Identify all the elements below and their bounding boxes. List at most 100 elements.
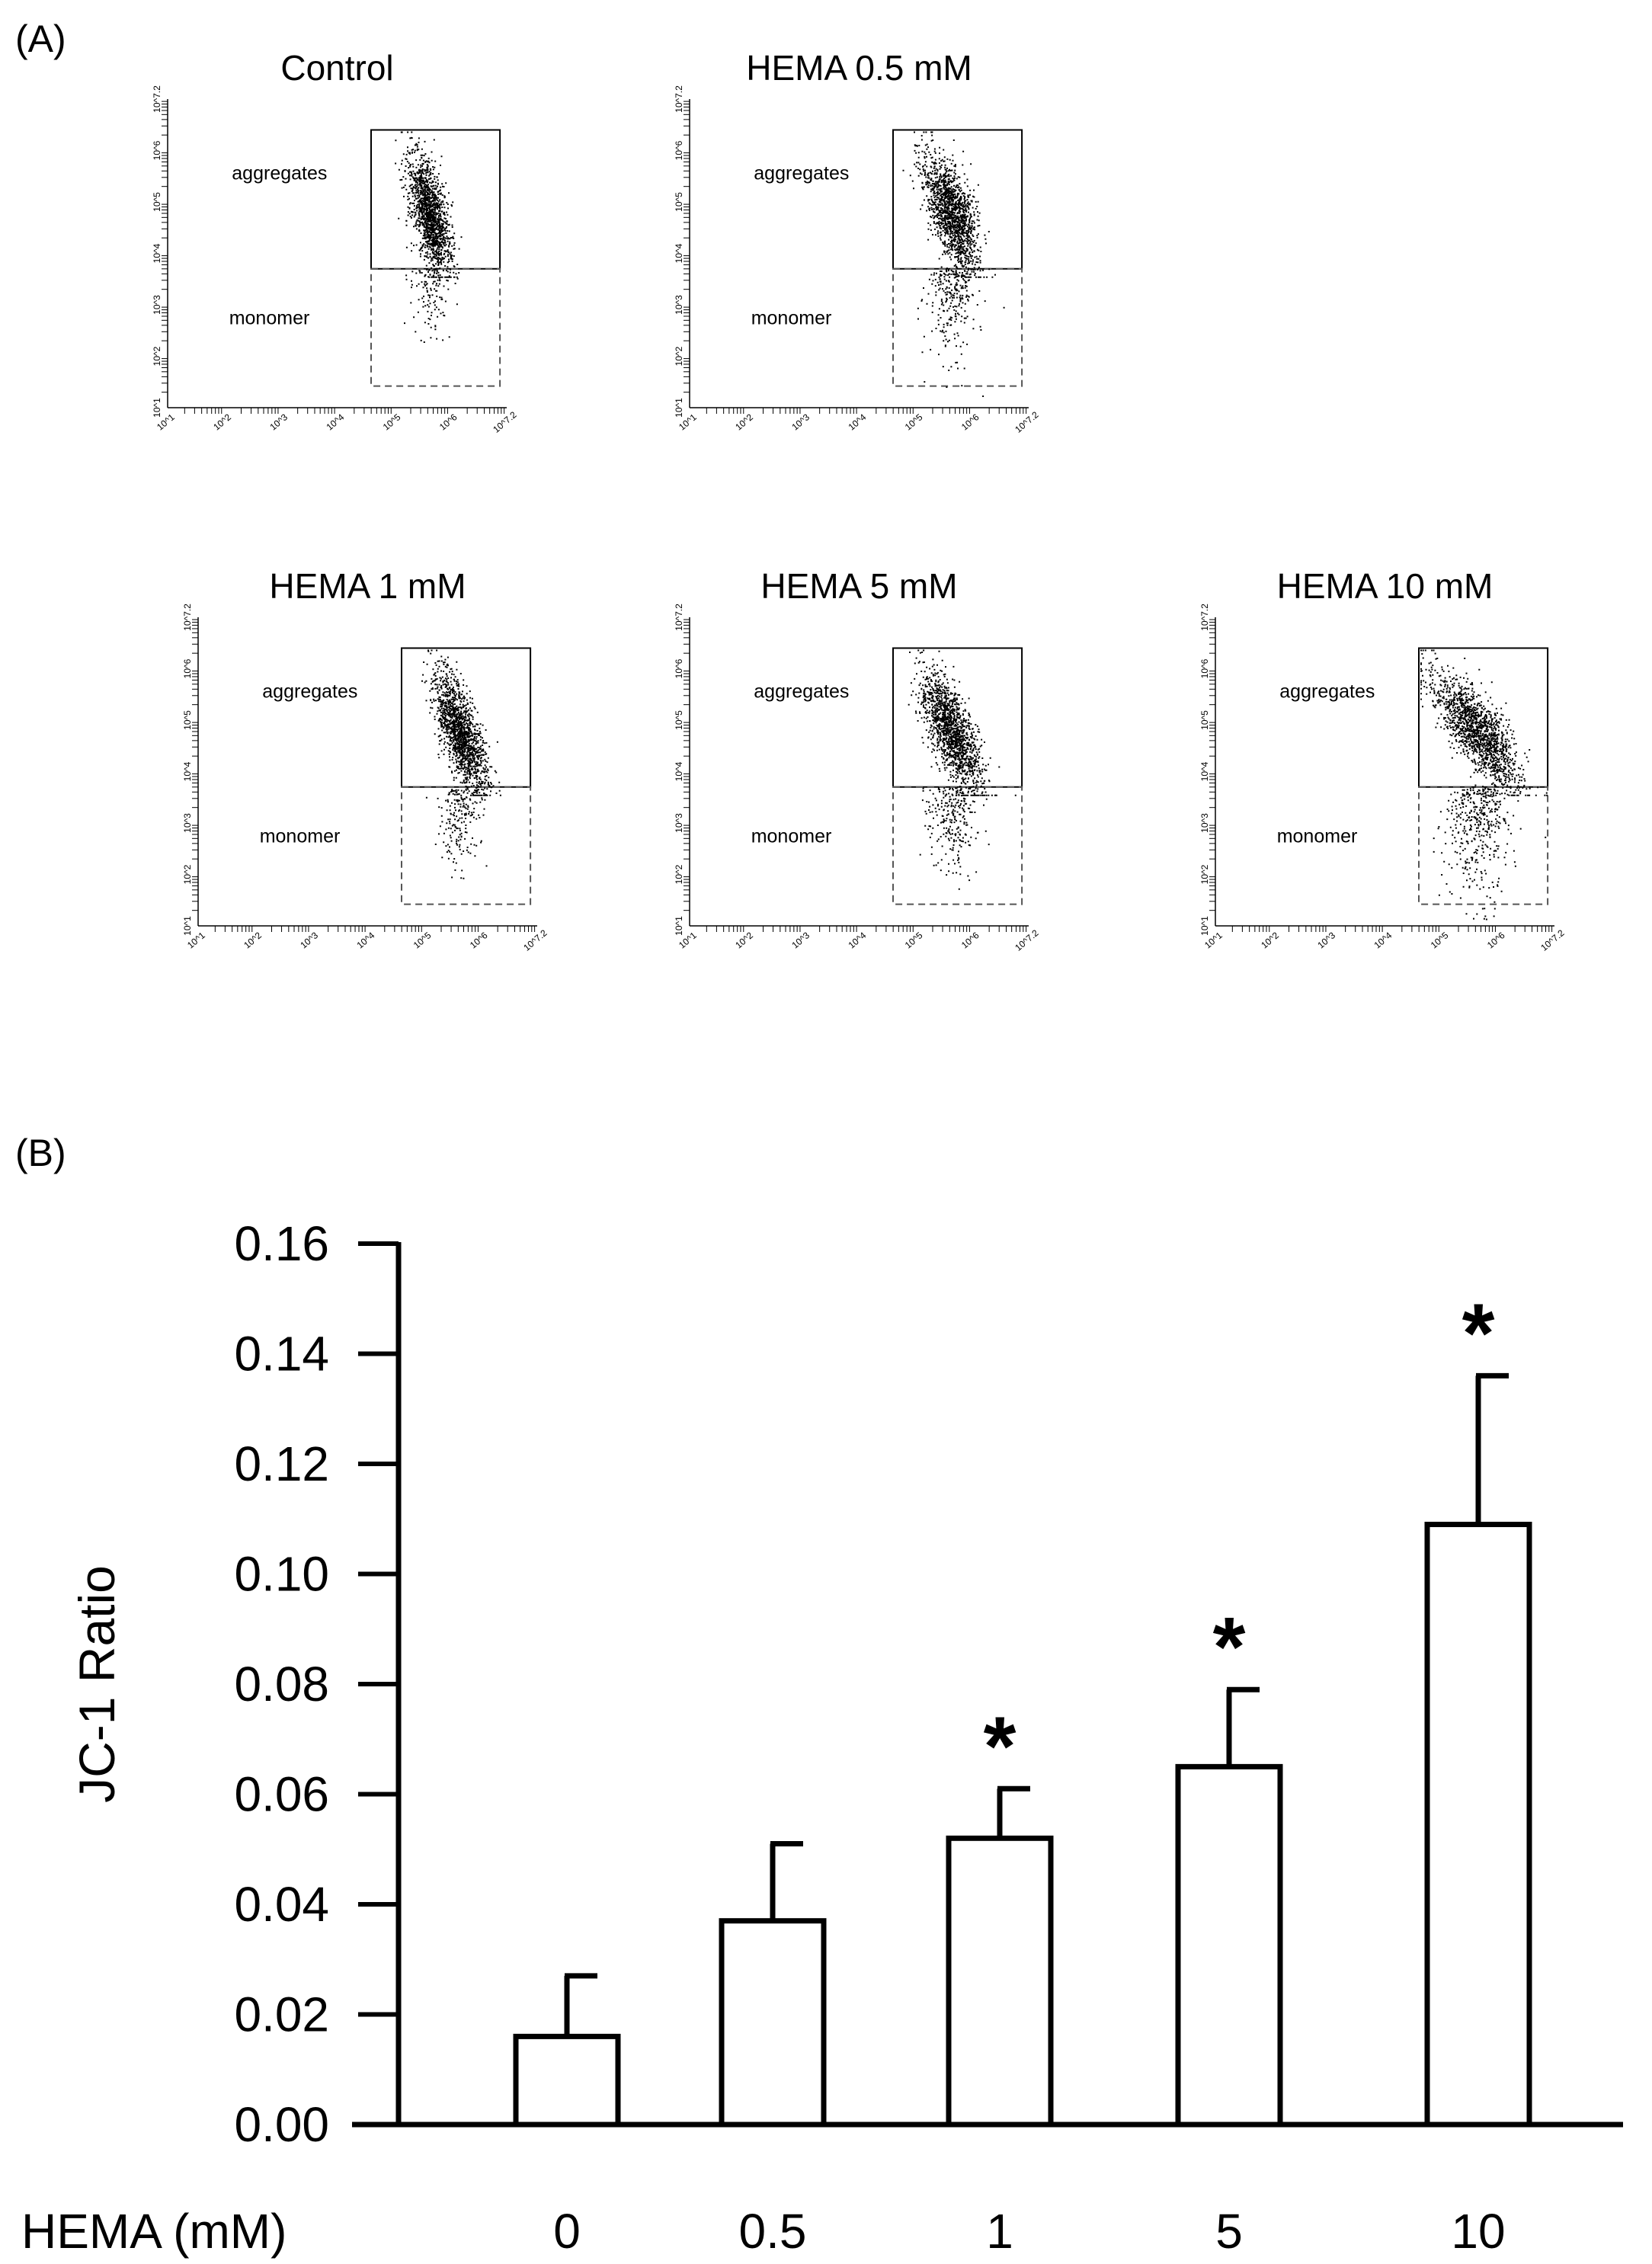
dot-plot-title: HEMA 5 mM [760,566,957,606]
bar [513,2033,621,2128]
y-tick-label: 10^7.2 [1199,604,1210,631]
y-tick-label: 10^1 [152,398,162,418]
monomer-label: monomer [751,826,832,847]
y-tick-label: 10^2 [152,346,162,366]
y-tick-label: 10^2 [182,864,193,884]
y-tick-label: 10^5 [674,710,684,730]
event-dots [1420,649,1548,921]
y-tick-label: 10^6 [674,140,684,160]
y-tick-label: 0.12 [234,1436,329,1491]
x-tick-label: 10^6 [468,930,490,950]
dot-plot-title: Control [280,48,393,88]
x-tick-label: 10^2 [211,411,233,432]
y-tick-label: 10^1 [182,916,193,936]
bar [1175,1763,1283,2128]
dot-plot-5: HEMA 10 mM10^110^110^210^210^310^310^410… [1199,566,1567,953]
x-tick-label: 10^2 [1259,930,1281,950]
bar [1424,1521,1532,2128]
significance-marker: * [1213,1600,1246,1694]
x-tick-label: 10^7.2 [491,409,519,435]
aggregates-gate [892,647,1023,788]
y-tick-label: 10^7.2 [674,604,684,631]
y-tick-label: 10^5 [182,710,193,730]
aggregates-label: aggregates [754,680,849,702]
x-tick-label: 10^5 [381,411,403,432]
y-tick-label: 10^5 [152,192,162,212]
x-tick-label: 10^6 [959,930,981,950]
x-tick-label: 10^7.2 [1013,927,1041,953]
bar [946,1835,1054,2128]
dot-plot-title: HEMA 0.5 mM [746,48,972,88]
y-tick-label: 0.02 [234,1987,329,2042]
x-tick-label: 10^5 [1429,930,1451,950]
bar-chart: 0.00 0.02 0.04 0.06 0.08 0.10 0.12 0.14 0.16 JC-1… [21,1216,1623,2259]
x-tick-label: 10^4 [847,411,869,432]
y-tick-label: 10^4 [674,761,684,781]
y-tick-label: 10^5 [674,192,684,212]
significance-marker: * [984,1699,1016,1793]
y-tick-label: 0.04 [234,1877,329,1932]
x-tick-label: 0 [553,2204,581,2259]
aggregates-label: aggregates [1279,680,1375,702]
y-tick-label: 0.10 [234,1547,329,1602]
y-tick-label: 10^3 [1199,813,1210,833]
monomer-label: monomer [260,826,341,847]
x-tick-label: 10^3 [1315,930,1337,950]
aggregates-label: aggregates [232,162,327,184]
dot-plot-1: Control10^110^110^210^210^310^310^410^41… [152,48,519,435]
x-tick-label: 10^2 [242,930,264,950]
y-tick-label: 0.14 [234,1327,329,1382]
x-tick-label: 10^4 [847,930,869,950]
x-tick-label: 10^2 [733,930,755,950]
y-tick-label: 0.08 [234,1657,329,1712]
x-tick-label: 10 [1451,2204,1505,2259]
event-dots [908,649,1016,890]
y-tick-label: 0.16 [234,1216,329,1271]
y-tick-label: 10^2 [674,864,684,884]
y-tick-label: 10^6 [152,140,162,160]
panel-b-label: (B) [15,1132,66,1174]
y-tick-label: 10^4 [182,761,193,781]
y-axis-label: JC-1 Ratio [69,1565,125,1803]
y-tick-label: 10^7.2 [674,85,684,113]
dot-plot-title: HEMA 1 mM [269,566,466,606]
monomer-gate [370,267,501,387]
x-tick-label: 10^6 [1485,930,1507,950]
y-tick-label: 0.06 [234,1767,329,1822]
monomer-label: monomer [1277,826,1358,847]
dot-plot-title: HEMA 10 mM [1277,566,1494,606]
x-tick-label: 10^3 [267,411,290,432]
y-tick-label: 10^6 [1199,658,1210,678]
x-tick-label: 1 [986,2204,1013,2259]
y-tick-label: 10^2 [1199,864,1210,884]
monomer-gate [1418,786,1549,905]
y-tick-label: 10^6 [674,658,684,678]
x-tick-label: 10^5 [903,930,925,950]
x-tick-label: 10^4 [355,930,377,950]
dot-plot-grid: Control 10^1 10^1 10^2 10^2 10^3 10^3 10^4 10^4 1… [152,48,1567,953]
aggregates-label: aggregates [754,162,849,184]
dot-plot-4: HEMA 5 mM10^110^110^210^210^310^310^410^… [674,566,1041,953]
event-dots [902,131,1005,397]
y-tick-label: 10^5 [1199,710,1210,730]
y-tick-label: 10^3 [182,813,193,833]
y-tick-label: 10^7.2 [182,604,193,631]
y-tick-label: 10^1 [674,398,684,418]
bar [719,1918,827,2128]
dot-plot-2: HEMA 0.5 mM10^110^110^210^210^310^310^41… [674,48,1041,435]
significance-marker: * [1462,1286,1495,1380]
y-tick-label: 10^4 [152,243,162,263]
x-tick-label: 10^5 [411,930,434,950]
y-tick-label: 0.00 [234,2097,329,2152]
x-tick-label: 5 [1215,2204,1243,2259]
monomer-label: monomer [751,308,832,329]
monomer-gate [401,786,532,905]
x-tick-label: 10^3 [789,930,812,950]
aggregates-label: aggregates [262,680,357,702]
x-tick-label: 10^3 [298,930,320,950]
y-tick-label: 10^1 [674,916,684,936]
y-tick-label: 10^3 [152,295,162,315]
monomer-gate [892,267,1023,387]
y-tick-label: 10^6 [182,658,193,678]
x-tick-label: 10^7.2 [1013,409,1041,435]
